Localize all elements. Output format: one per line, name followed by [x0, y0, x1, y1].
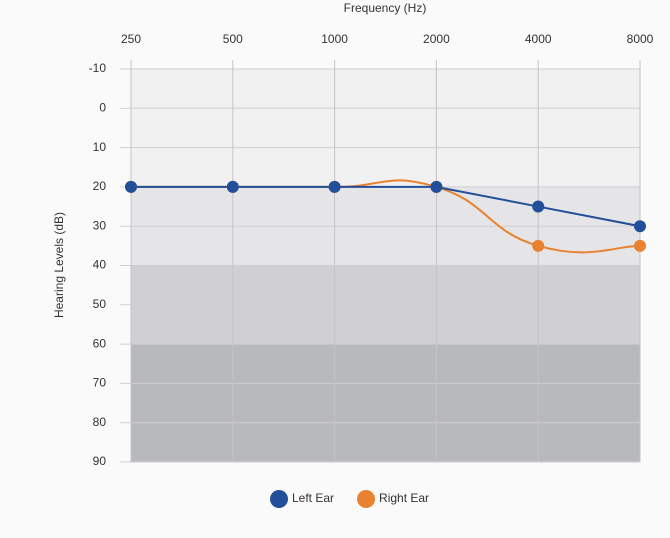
point [226, 180, 239, 193]
y-tick-label: 30 [93, 218, 107, 232]
legend-label: Left Ear [292, 491, 334, 505]
legend-item[interactable]: Left Ear [270, 490, 334, 508]
point [634, 220, 646, 233]
point [634, 239, 646, 252]
y-tick-label: 80 [93, 415, 107, 429]
y-tick-label: 60 [93, 336, 107, 350]
legend-swatch [270, 490, 288, 508]
x-tick-label: 250 [121, 32, 141, 46]
legend-item[interactable]: Right Ear [357, 490, 429, 508]
band [131, 69, 640, 187]
point [532, 239, 545, 252]
y-axis-title: Hearing Levels (dB) [52, 212, 66, 318]
y-tick-label: 0 [99, 100, 106, 114]
x-tick-label: 2000 [423, 32, 450, 46]
legend-swatch [357, 490, 376, 508]
y-tick-label: 10 [93, 140, 107, 154]
point [125, 180, 137, 193]
point [430, 180, 443, 193]
y-tick-label: -10 [89, 61, 107, 75]
y-tick-label: 40 [93, 258, 107, 272]
x-axis-title: Frequency (Hz) [344, 1, 427, 15]
y-tick-label: 70 [93, 376, 107, 390]
point [532, 200, 545, 213]
x-tick-label: 1000 [321, 32, 348, 46]
band [131, 344, 640, 462]
y-tick-label: 90 [93, 454, 107, 468]
legend-label: Right Ear [379, 491, 429, 505]
x-tick-label: 500 [223, 32, 243, 46]
point [328, 180, 341, 193]
x-tick-label: 4000 [525, 32, 552, 46]
line [131, 185, 641, 228]
x-tick-label: 8000 [627, 32, 654, 46]
y-tick-label: 50 [93, 297, 107, 311]
y-tick-label: 20 [93, 179, 107, 193]
